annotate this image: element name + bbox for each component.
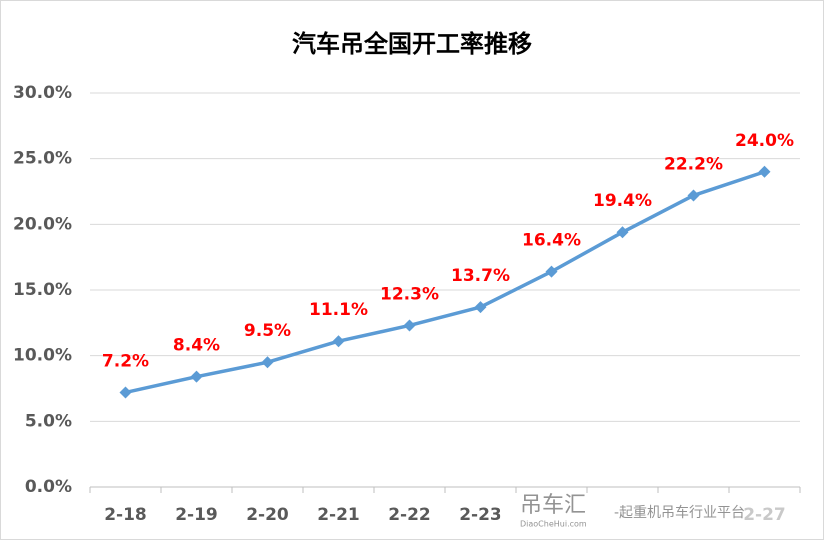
marker — [545, 265, 558, 278]
x-tick-label: 2-20 — [246, 505, 289, 525]
watermark-site: DiaoCheHui.com — [520, 520, 587, 529]
watermark-slogan: -起重机吊车行业平台 — [614, 504, 745, 521]
x-tick-label: 2-22 — [388, 505, 431, 525]
marker — [616, 226, 629, 239]
data-label: 22.2% — [664, 154, 723, 174]
x-tick-label: 2-21 — [317, 505, 360, 525]
data-label: 7.2% — [102, 351, 149, 371]
data-label: 16.4% — [522, 231, 581, 251]
watermark-brand: 吊车汇 — [520, 493, 586, 518]
marker — [261, 356, 274, 369]
marker — [687, 189, 700, 202]
data-label: 19.4% — [593, 191, 652, 211]
chart-title: 汽车吊全国开工率推移 — [292, 30, 532, 58]
y-tick-label: 30.0% — [13, 83, 72, 103]
marker — [332, 335, 345, 348]
data-label: 12.3% — [380, 284, 439, 304]
y-tick-label: 0.0% — [25, 477, 72, 497]
x-tick-label: 2-18 — [104, 505, 147, 525]
y-tick-label: 5.0% — [25, 411, 72, 431]
data-label: 24.0% — [735, 131, 794, 151]
data-label: 11.1% — [309, 300, 368, 320]
y-tick-label: 15.0% — [13, 280, 72, 300]
y-tick-label: 20.0% — [13, 214, 72, 234]
x-tick-label: 2-23 — [459, 505, 502, 525]
series-line — [125, 170, 766, 395]
y-tick-label: 25.0% — [13, 149, 72, 169]
marker — [758, 165, 771, 178]
marker — [474, 301, 487, 314]
data-label: 8.4% — [173, 336, 220, 356]
watermark-bg — [500, 494, 790, 530]
data-label: 13.7% — [451, 266, 510, 286]
y-tick-label: 10.0% — [13, 346, 72, 366]
marker — [190, 370, 203, 383]
marker — [403, 319, 416, 332]
marker — [119, 386, 132, 399]
data-label: 9.5% — [244, 321, 291, 341]
x-tick-label: 2-19 — [175, 505, 218, 525]
